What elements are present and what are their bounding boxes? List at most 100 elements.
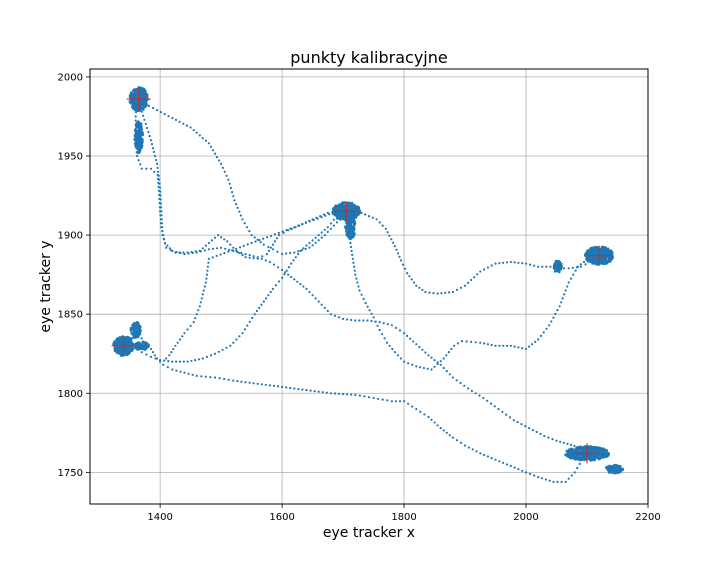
gaze-point bbox=[156, 162, 159, 165]
gaze-point bbox=[227, 378, 230, 381]
gaze-point bbox=[524, 347, 528, 351]
fixation-point bbox=[601, 262, 605, 266]
gaze-point bbox=[342, 317, 345, 320]
gaze-point bbox=[228, 248, 231, 251]
gaze-point bbox=[537, 265, 540, 268]
y-tick-label: 1850 bbox=[58, 310, 83, 321]
gaze-point bbox=[264, 383, 267, 386]
gaze-point bbox=[203, 249, 206, 252]
gaze-point bbox=[520, 423, 523, 426]
fixation-point bbox=[352, 226, 356, 229]
gaze-point bbox=[152, 150, 156, 154]
gaze-point bbox=[229, 186, 232, 190]
gaze-point bbox=[368, 309, 371, 312]
fixation-point bbox=[570, 449, 574, 453]
gaze-point bbox=[301, 223, 304, 226]
gaze-point bbox=[540, 477, 544, 480]
fixation-point bbox=[117, 338, 121, 341]
gaze-point bbox=[439, 360, 442, 363]
gaze-point bbox=[293, 226, 296, 229]
fixation-point bbox=[135, 95, 138, 98]
gaze-point bbox=[213, 376, 217, 379]
gaze-point bbox=[281, 385, 284, 388]
gaze-point bbox=[157, 174, 160, 177]
fixation-point bbox=[138, 122, 142, 126]
fixation-point bbox=[565, 454, 569, 457]
gaze-point bbox=[211, 149, 215, 152]
gaze-point bbox=[209, 376, 212, 379]
gaze-point bbox=[326, 230, 329, 233]
fixation-point bbox=[116, 347, 120, 351]
gaze-point bbox=[490, 264, 493, 267]
gaze-point bbox=[376, 324, 379, 327]
gaze-point bbox=[563, 267, 566, 270]
gaze-point bbox=[218, 159, 221, 162]
x-tick-label: 2200 bbox=[635, 512, 660, 523]
fixation-point bbox=[355, 205, 359, 209]
fixation-point bbox=[593, 250, 597, 254]
gaze-point bbox=[476, 273, 479, 276]
fixation-point bbox=[124, 336, 127, 340]
gaze-point bbox=[573, 471, 576, 474]
gaze-point bbox=[292, 259, 295, 262]
gaze-point bbox=[451, 436, 454, 439]
gaze-point bbox=[316, 217, 319, 220]
gaze-point bbox=[412, 281, 416, 284]
gaze-point bbox=[320, 303, 323, 306]
gaze-point bbox=[207, 257, 210, 260]
fixation-point bbox=[587, 454, 591, 457]
gaze-point bbox=[450, 347, 453, 351]
gaze-point bbox=[329, 227, 332, 230]
gaze-point bbox=[156, 357, 159, 360]
fixation-point bbox=[137, 150, 141, 154]
gaze-point bbox=[357, 285, 360, 288]
gaze-point bbox=[362, 319, 365, 322]
gaze-point bbox=[355, 277, 358, 280]
gaze-point bbox=[289, 386, 292, 390]
calibration-target-marker bbox=[126, 89, 151, 110]
gaze-point bbox=[170, 351, 173, 354]
gaze-point bbox=[412, 340, 415, 343]
gaze-point bbox=[161, 234, 164, 237]
gaze-point bbox=[381, 333, 384, 336]
gaze-point bbox=[204, 244, 207, 247]
gaze-point bbox=[206, 265, 209, 268]
gaze-point bbox=[576, 467, 579, 470]
calibration-targets bbox=[111, 89, 612, 464]
fixation-point bbox=[345, 227, 349, 231]
gaze-point bbox=[238, 246, 242, 249]
fixation-point bbox=[614, 465, 618, 469]
gaze-point bbox=[241, 332, 244, 335]
fixation-point bbox=[129, 329, 133, 332]
gaze-point bbox=[229, 344, 232, 347]
gaze-point bbox=[194, 250, 197, 253]
gaze-point bbox=[471, 448, 474, 451]
gaze-point bbox=[426, 367, 429, 370]
gaze-point bbox=[281, 230, 284, 233]
gaze-point bbox=[549, 265, 552, 268]
gaze-point bbox=[558, 305, 561, 308]
gaze-point bbox=[167, 115, 170, 118]
gaze-point bbox=[374, 320, 377, 323]
gaze-point bbox=[207, 142, 210, 145]
gaze-point bbox=[556, 309, 559, 312]
gaze-point bbox=[182, 122, 185, 125]
gaze-point bbox=[467, 281, 470, 284]
gaze-point bbox=[183, 332, 186, 335]
gaze-point bbox=[317, 239, 320, 242]
gaze-point bbox=[206, 269, 209, 272]
gaze-point bbox=[198, 305, 201, 308]
fixation-point bbox=[556, 260, 560, 264]
gaze-point bbox=[219, 253, 222, 256]
gaze-point bbox=[533, 474, 536, 477]
gaze-point bbox=[168, 354, 171, 357]
gaze-point bbox=[448, 434, 451, 437]
gaze-point bbox=[501, 410, 504, 413]
gaze-point bbox=[235, 203, 238, 206]
gaze-point bbox=[238, 335, 241, 338]
gaze-point bbox=[422, 366, 425, 370]
gaze-point bbox=[575, 266, 579, 269]
gaze-point bbox=[178, 338, 182, 341]
gaze-point bbox=[213, 152, 217, 155]
gaze-point bbox=[467, 387, 470, 390]
